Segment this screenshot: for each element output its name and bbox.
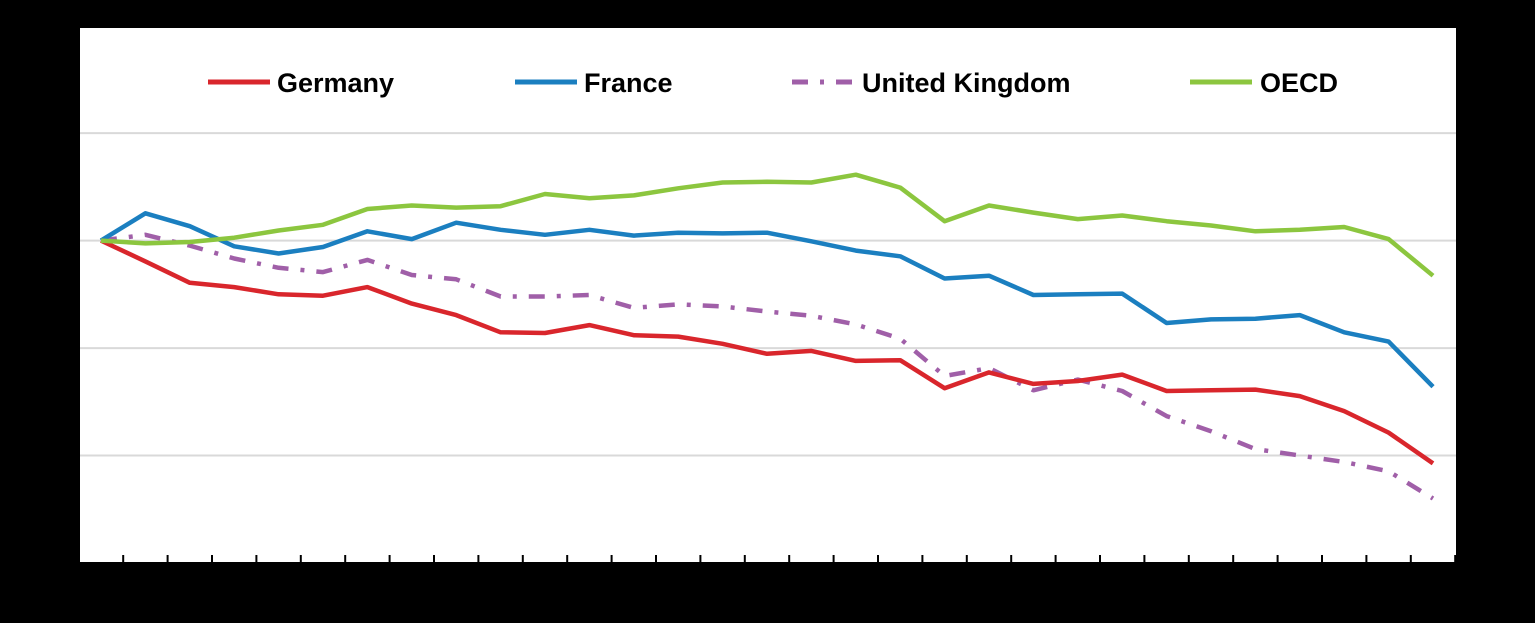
legend-label-france: France [584,68,673,98]
gridlines [80,132,1456,457]
legend-item-oecd: OECD [1190,68,1338,98]
legend-item-germany: Germany [208,68,394,98]
series-line-france [99,211,1435,389]
series-line-united-kingdom [100,232,1435,501]
legend-item-united-kingdom: United Kingdom [792,68,1070,98]
x-axis-ticks [122,555,1457,563]
series-line-germany [100,238,1435,466]
series-line-oecd [100,172,1435,278]
legend-label-united-kingdom: United Kingdom [862,68,1070,98]
series-layer [99,172,1435,501]
legend-label-oecd: OECD [1260,68,1338,98]
legend: Germany France United Kingdom OECD [208,68,1338,98]
legend-label-germany: Germany [277,68,394,98]
legend-item-france: France [515,68,673,98]
